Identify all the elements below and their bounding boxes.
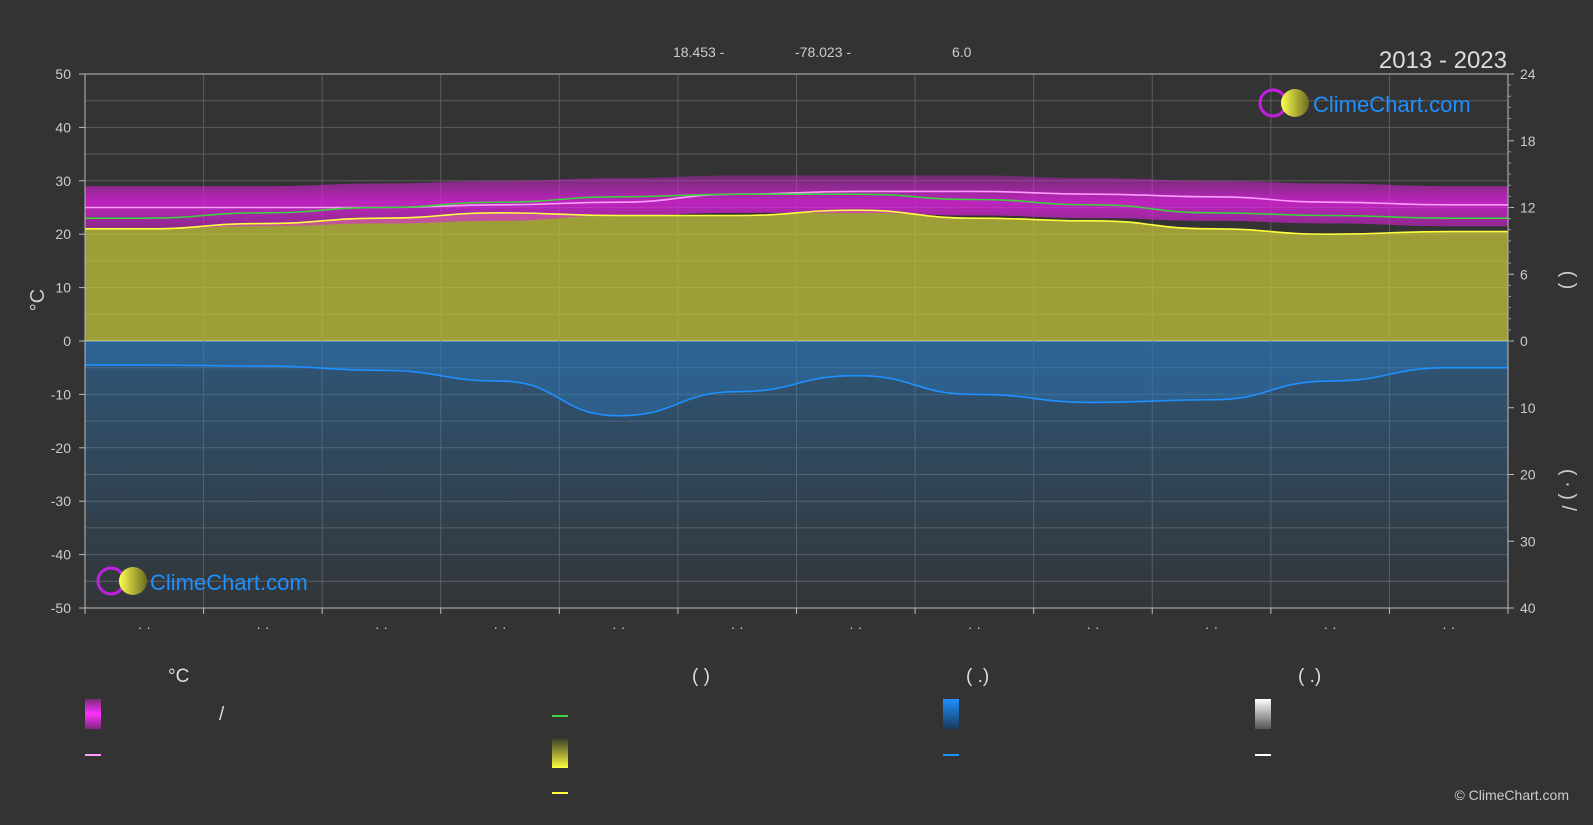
- legend-sun-head: ( ): [692, 666, 710, 687]
- legend-snow-swatch: [1255, 699, 1271, 729]
- y-left-tick-label: -40: [51, 547, 71, 563]
- logo-sun-icon: [1281, 89, 1309, 117]
- sunshine-line: [85, 209, 1508, 236]
- logo-sun-icon: [119, 567, 147, 595]
- y-right-top-tick-label: 12: [1520, 200, 1536, 216]
- legend-daylight-line: [552, 715, 568, 717]
- elevation-label: 6.0: [952, 44, 972, 60]
- copyright: © ClimeChart.com: [1454, 787, 1569, 803]
- x-tick-label: · ·: [1324, 619, 1337, 635]
- axes: 50 40 30 20 10 0 -10 -20 -30 -40 -50 24 18 12 6 0 10 20 30…: [51, 66, 1536, 635]
- x-tick-label: · ·: [849, 619, 862, 635]
- precipitation-area: [85, 341, 1508, 608]
- y-right-bottom-tick-label: 20: [1520, 467, 1536, 483]
- y-right-bottom-tick-label: 10: [1520, 400, 1536, 416]
- logo-bottom-text: ClimeChart.com: [150, 570, 308, 595]
- period-label: 2013 - 2023: [1379, 47, 1507, 74]
- y-right-bottom-tick-label: 30: [1520, 533, 1536, 549]
- series-lines: [85, 190, 1509, 417]
- y-right-bottom-tick-label: 40: [1520, 600, 1536, 616]
- y-left-tick-label: 20: [55, 226, 71, 242]
- y-left-tick-label: 0: [63, 333, 71, 349]
- y-left-tick-label: 50: [55, 66, 71, 82]
- rain-fill: [85, 341, 1508, 416]
- legend-rain-line: [943, 754, 959, 756]
- y-right-top-tick-label: 6: [1520, 266, 1528, 282]
- legend-snow-line: [1255, 754, 1271, 756]
- logo-top[interactable]: ClimeChart.com: [1258, 88, 1471, 118]
- sunshine-area: [85, 210, 1508, 341]
- y-right-top-label: ( ): [1557, 271, 1579, 290]
- y-left-label: °C: [27, 289, 49, 311]
- y-left-tick-label: -20: [51, 440, 71, 456]
- legend-temperature-head: °C: [168, 666, 190, 687]
- x-tick-label: · ·: [968, 619, 981, 635]
- legend-temp-range-text: /: [219, 704, 225, 725]
- legend-rain-swatch: [943, 699, 959, 729]
- x-tick-label: · ·: [493, 619, 506, 635]
- sunshine-fill: [85, 210, 1508, 341]
- legend-snow-head: ( .): [1298, 666, 1322, 687]
- latitude-label: 18.453 -: [673, 44, 725, 60]
- longitude-label: -78.023 -: [795, 44, 851, 60]
- x-tick-label: · ·: [612, 619, 625, 635]
- y-left-tick-label: 30: [55, 173, 71, 189]
- precipitation-line: [85, 364, 1509, 417]
- legend-sunshine-swatch: [552, 738, 568, 768]
- legend-sunshine-line: [552, 792, 568, 794]
- x-tick-label: · ·: [256, 619, 269, 635]
- y-left-tick-label: -10: [51, 386, 71, 402]
- x-tick-label: · ·: [1205, 619, 1218, 635]
- logo-top-text: ClimeChart.com: [1313, 92, 1471, 117]
- y-right-top-tick-label: 24: [1520, 66, 1536, 82]
- legend-max-line: [85, 754, 101, 756]
- y-right-top-tick-label: 0: [1520, 333, 1528, 349]
- y-right-bottom-label: ( · ) /: [1557, 469, 1579, 512]
- x-tick-label: · ·: [375, 619, 388, 635]
- x-tick-label: · ·: [138, 619, 151, 635]
- rain-background: [85, 341, 1508, 608]
- x-tick-label: · ·: [1086, 619, 1099, 635]
- y-left-tick-label: -50: [51, 600, 71, 616]
- x-tick-label: · ·: [731, 619, 744, 635]
- x-tick-label: · ·: [1442, 619, 1455, 635]
- y-left-tick-label: 10: [55, 280, 71, 296]
- y-left-tick-label: 40: [55, 119, 71, 135]
- legend-rain-head: ( .): [966, 666, 990, 687]
- y-right-top-tick-label: 18: [1520, 133, 1536, 149]
- legend-temp-range-swatch: [85, 699, 101, 729]
- y-left-tick-label: -30: [51, 493, 71, 509]
- daylight-line: [85, 193, 1508, 219]
- logo-bottom[interactable]: ClimeChart.com: [96, 566, 308, 596]
- temperature-line: [85, 190, 1508, 209]
